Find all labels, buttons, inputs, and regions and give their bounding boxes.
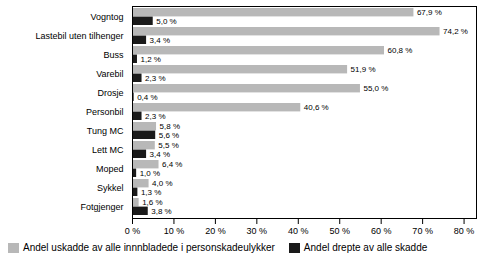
svg-text:5,0 %: 5,0 % [156,17,176,26]
svg-text:3,4 %: 3,4 % [150,36,170,45]
svg-text:60,8 %: 60,8 % [387,46,412,55]
svg-text:Tung MC: Tung MC [87,126,124,136]
svg-text:70 %: 70 % [412,226,433,236]
svg-text:51,9 %: 51,9 % [351,65,376,74]
svg-text:3,4 %: 3,4 % [150,150,170,159]
svg-text:50 %: 50 % [329,226,350,236]
svg-text:Lett MC: Lett MC [92,145,124,155]
svg-text:10 %: 10 % [164,226,185,236]
svg-text:5,8 %: 5,8 % [159,122,180,132]
svg-text:80 %: 80 % [454,226,475,236]
svg-text:1,6 %: 1,6 % [142,198,163,208]
html-text:Andel uskadde av alle innnblad: Andel uskadde av alle innnbladede i pers… [23,242,275,253]
svg-text:2,3 %: 2,3 % [145,74,165,83]
svg-text:60 %: 60 % [371,226,392,236]
svg-text:74,2 %: 74,2 % [443,27,468,36]
svg-text:Personbil: Personbil [86,107,124,117]
svg-text:1,3 %: 1,3 % [141,188,161,197]
svg-text:40 %: 40 % [288,226,309,236]
html-text:Andel drepte av alle skadde: Andel drepte av alle skadde [303,242,428,253]
svg-text:20 %: 20 % [205,226,226,236]
svg-text:4,0 %: 4,0 % [152,179,173,189]
svg-text:Lastebil uten tilhenger: Lastebil uten tilhenger [35,31,123,41]
svg-text:Vogntog: Vogntog [90,12,123,22]
svg-text:Fotgjenger: Fotgjenger [80,202,123,212]
svg-text:Moped: Moped [96,164,124,174]
svg-text:5,5 %: 5,5 % [158,141,179,151]
svg-text:0 %: 0 % [125,226,141,236]
svg-text:6,4 %: 6,4 % [162,160,182,169]
svg-text:0,4 %: 0,4 % [137,93,157,102]
svg-text:Sykkel: Sykkel [97,183,124,193]
svg-text:40,6 %: 40,6 % [304,103,329,112]
svg-text:1,2 %: 1,2 % [140,55,160,64]
svg-text:Buss: Buss [103,50,124,60]
svg-text:67,9 %: 67,9 % [417,8,442,17]
svg-text:Drosje: Drosje [97,88,123,98]
svg-text:1,0 %: 1,0 % [140,169,160,178]
svg-text:5,6 %: 5,6 % [159,131,179,140]
svg-text:2,3 %: 2,3 % [145,112,165,121]
svg-text:55,0 %: 55,0 % [363,84,388,93]
svg-text:Varebil: Varebil [96,69,123,79]
svg-text:3,8 %: 3,8 % [151,207,171,216]
svg-text:30 %: 30 % [247,226,268,236]
